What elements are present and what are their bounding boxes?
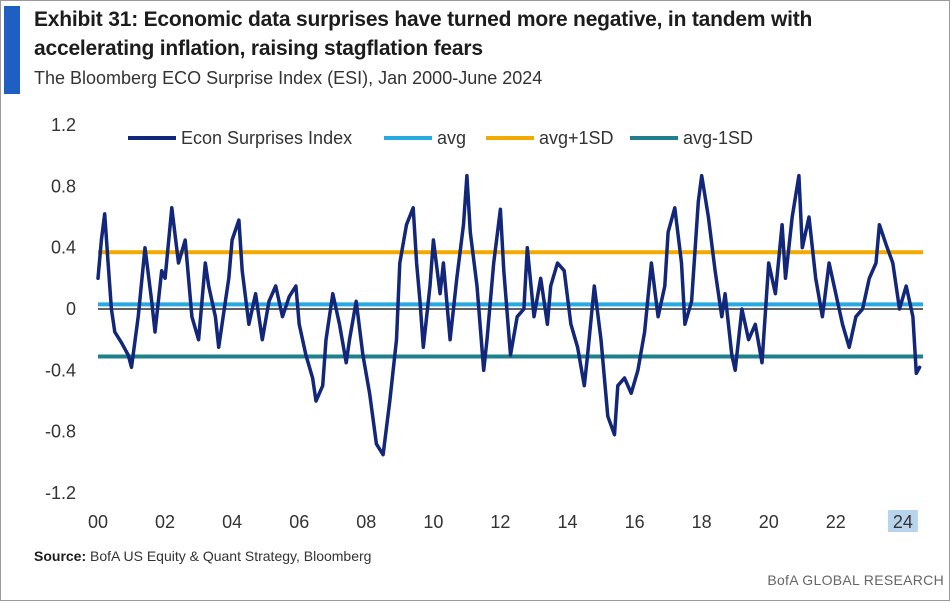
source-note: Source: BofA US Equity & Quant Strategy,…	[34, 548, 371, 564]
legend-label: Econ Surprises Index	[181, 128, 352, 148]
source-text: BofA US Equity & Quant Strategy, Bloombe…	[86, 548, 372, 564]
legend-label: avg	[437, 128, 466, 148]
y-tick-label: 0.4	[51, 238, 76, 258]
x-tick-label: 08	[356, 512, 376, 532]
y-axis-ticks: 1.2 0.8 0.4 0 -0.4 -0.8 -1.2	[45, 115, 76, 503]
y-tick-label: -0.8	[45, 422, 76, 442]
legend: Econ Surprises Index avg avg+1SD avg-1SD	[128, 128, 753, 148]
y-tick-label: 0.8	[51, 176, 76, 196]
x-tick-label: 16	[625, 512, 645, 532]
x-tick-label: 10	[423, 512, 443, 532]
x-tick-label: 00	[88, 512, 108, 532]
exhibit-subtitle: The Bloomberg ECO Surprise Index (ESI), …	[34, 68, 543, 88]
x-tick-label: 02	[155, 512, 175, 532]
x-tick-label: 24	[893, 512, 913, 532]
y-tick-label: -1.2	[45, 483, 76, 503]
x-tick-label: 22	[826, 512, 846, 532]
legend-label: avg+1SD	[539, 128, 614, 148]
x-tick-highlight	[887, 510, 918, 532]
source-label: Source:	[34, 548, 87, 564]
y-tick-label: 1.2	[51, 115, 76, 135]
x-tick-label: 14	[557, 512, 577, 532]
series-line-econ-surprises-index	[96, 173, 922, 457]
accent-bar	[4, 6, 20, 94]
x-tick-label: 04	[222, 512, 242, 532]
x-tick-label: 06	[289, 512, 309, 532]
x-axis-ticks: 00 02 04 06 08 10 12 14 16 18 20 22 24	[88, 512, 913, 532]
highlight-layer	[887, 510, 918, 532]
series-layer	[96, 173, 922, 457]
exhibit-title: Exhibit 31: Economic data surprises have…	[34, 8, 813, 60]
x-tick-label: 18	[692, 512, 712, 532]
surprise-index-chart: 1.2 0.8 0.4 0 -0.4 -0.8 -1.2 00 02 04 06 08 10 12 14 1…	[45, 115, 923, 532]
legend-label: avg-1SD	[683, 128, 753, 148]
y-tick-label: -0.4	[45, 360, 76, 380]
brand-label: BofA GLOBAL RESEARCH	[767, 572, 944, 588]
x-tick-label: 12	[490, 512, 510, 532]
y-tick-label: 0	[66, 299, 76, 319]
x-tick-label: 20	[759, 512, 779, 532]
